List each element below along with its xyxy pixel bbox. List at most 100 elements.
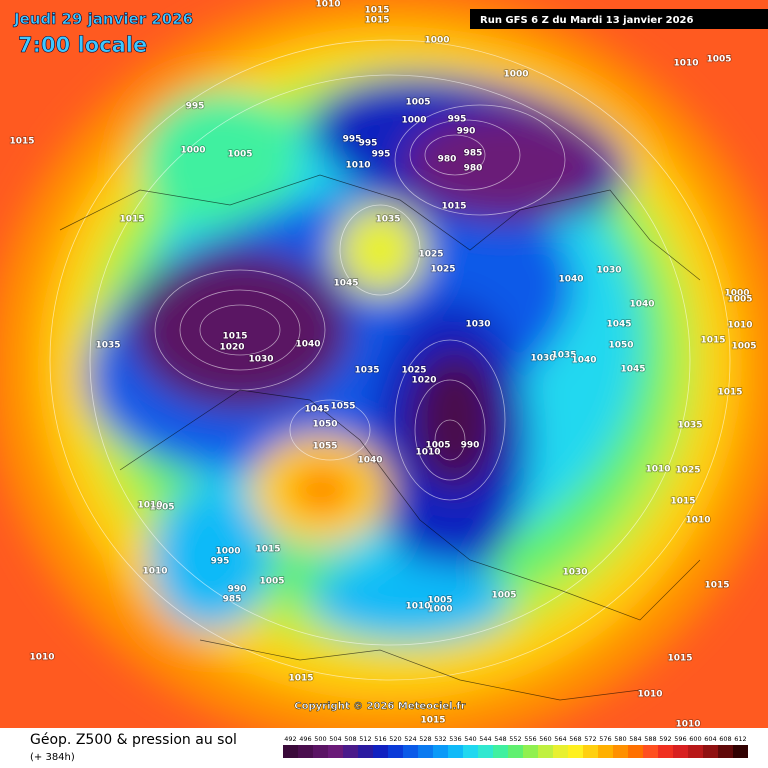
- colorbar-swatch: [523, 745, 538, 758]
- isobar-label: 990: [228, 585, 247, 595]
- isobar-label: 1035: [551, 351, 576, 361]
- forecast-time: 7:00 locale: [18, 33, 147, 57]
- colorbar-label: 548: [494, 735, 506, 743]
- isobar-label: 1015: [420, 716, 445, 726]
- isobar-label: 1015: [222, 332, 247, 342]
- colorbar: 492 496 500 504 508 512 516 520 524 528 532 536 540 5…: [283, 735, 748, 758]
- isobar-label: 1040: [571, 356, 596, 366]
- colorbar-label: 560: [539, 735, 551, 743]
- isobar-label: 1005: [227, 150, 252, 160]
- isobar-label: 1040: [357, 456, 382, 466]
- isobar-label: 985: [223, 595, 242, 605]
- isobar-label: 1010: [142, 567, 167, 577]
- colorbar-label: 556: [524, 735, 536, 743]
- colorbar-swatch: [373, 745, 388, 758]
- colorbar-swatch: [643, 745, 658, 758]
- isobar-label: 995: [448, 115, 467, 125]
- isobar-label: 1015: [364, 16, 389, 26]
- isobar-label: 1025: [430, 265, 455, 275]
- isobar-label: 1055: [312, 442, 337, 452]
- isobar-label: 1015: [667, 654, 692, 664]
- colorbar-swatch: [538, 745, 553, 758]
- colorbar-label: 520: [389, 735, 401, 743]
- isobar-label: 1025: [418, 250, 443, 260]
- colorbar-swatch: [613, 745, 628, 758]
- isobar-label: 1010: [315, 0, 340, 10]
- forecast-date: Jeudi 29 janvier 2026: [13, 10, 193, 28]
- isobar-label: 1010: [675, 720, 700, 730]
- colorbar-label: 508: [344, 735, 356, 743]
- colorbar-label: 596: [674, 735, 686, 743]
- isobar-label: 1000: [724, 289, 749, 299]
- isobar-label: 1005: [727, 295, 752, 305]
- colorbar-label: 568: [569, 735, 581, 743]
- isobar-label: 1010: [727, 321, 752, 331]
- colorbar-swatch: [478, 745, 493, 758]
- isobar-label: 1020: [411, 376, 436, 386]
- colorbar-label: 536: [449, 735, 461, 743]
- colorbar-swatch: [358, 745, 373, 758]
- colorbar-swatch: [658, 745, 673, 758]
- colorbar-label: 504: [329, 735, 341, 743]
- colorbar-swatch: [433, 745, 448, 758]
- isobar-label: 995: [186, 102, 205, 112]
- isobar-label: 980: [464, 164, 483, 174]
- isobar-label: 1015: [704, 581, 729, 591]
- colorbar-swatch: [583, 745, 598, 758]
- colorbar-swatch: [418, 745, 433, 758]
- run-info: Run GFS 6 Z du Mardi 13 janvier 2026: [480, 15, 693, 26]
- isobar-label: 1045: [620, 365, 645, 375]
- colorbar-swatch: [568, 745, 583, 758]
- isobar-label: 1015: [364, 6, 389, 16]
- colorbar-label: 512: [359, 735, 371, 743]
- isobar-label: 1010: [137, 501, 162, 511]
- isobar-label: 1015: [441, 202, 466, 212]
- isobar-label: 1020: [219, 343, 244, 353]
- colorbar-swatch: [598, 745, 613, 758]
- isobar-label: 1005: [149, 503, 174, 513]
- isobar-label: 990: [457, 127, 476, 137]
- isobar-label: 1005: [259, 577, 284, 587]
- colorbar-label: 572: [584, 735, 596, 743]
- isobar-label: 1030: [465, 320, 490, 330]
- isobar-label: 1005: [405, 98, 430, 108]
- colorbar-swatch: [298, 745, 313, 758]
- footer-lead: (+ 384h): [30, 752, 75, 763]
- colorbar-swatch: [403, 745, 418, 758]
- colorbar-label: 592: [659, 735, 671, 743]
- isobar-label: 1055: [330, 402, 355, 412]
- isobar-label: 1000: [427, 605, 452, 615]
- isobar-label: 1045: [606, 320, 631, 330]
- isobar-label: 1010: [345, 161, 370, 171]
- isobar-label: 1035: [95, 341, 120, 351]
- isobar-label: 1005: [425, 441, 450, 451]
- colorbar-swatch: [343, 745, 358, 758]
- colorbar-label: 604: [704, 735, 716, 743]
- colorbar-swatch: [628, 745, 643, 758]
- colorbar-label: 552: [509, 735, 521, 743]
- isobar-label: 985: [464, 149, 483, 159]
- isobar-label: 1015: [717, 388, 742, 398]
- isobar-label: 1015: [700, 336, 725, 346]
- isobar-label: 1000: [503, 70, 528, 80]
- colorbar-label: 540: [464, 735, 476, 743]
- isobar-label: 1015: [670, 497, 695, 507]
- colorbar-label: 576: [599, 735, 611, 743]
- isobar-label: 1040: [558, 275, 583, 285]
- colorbar-swatch: [313, 745, 328, 758]
- colorbar-swatch: [688, 745, 703, 758]
- colorbar-swatch: [553, 745, 568, 758]
- isobar-label: 1000: [401, 116, 426, 126]
- colorbar-swatch: [703, 745, 718, 758]
- isobar-label: 1010: [405, 602, 430, 612]
- colorbar-label: 600: [689, 735, 701, 743]
- isobar-label: 1030: [596, 266, 621, 276]
- footer-title: Géop. Z500 & pression au sol: [30, 732, 237, 748]
- colorbar-label: 544: [479, 735, 491, 743]
- isobar-label: 1010: [415, 448, 440, 458]
- isobar-label: 1015: [288, 674, 313, 684]
- isobar-label: 1010: [29, 653, 54, 663]
- isobar-label: 1015: [119, 215, 144, 225]
- colorbar-label: 496: [299, 735, 311, 743]
